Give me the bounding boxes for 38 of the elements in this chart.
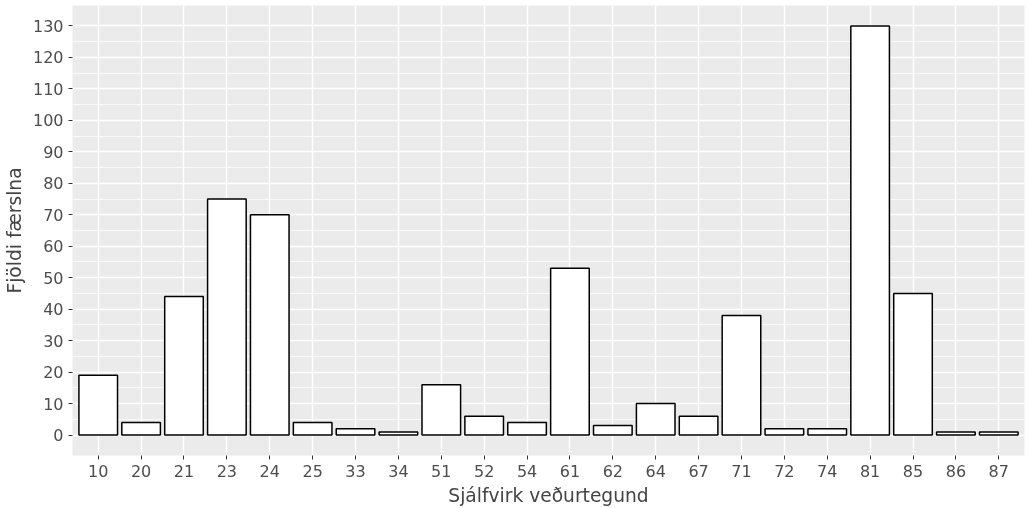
y-tick-label: 30: [43, 331, 64, 351]
x-tick-label: 64: [645, 461, 666, 481]
x-tick-label: 61: [559, 461, 581, 481]
x-tick-label: 86: [945, 461, 967, 481]
y-tick-label: 100: [32, 111, 64, 131]
x-tick-label: 21: [173, 461, 195, 481]
x-tick-label: 67: [688, 461, 709, 481]
y-tick-label: 20: [43, 363, 64, 383]
x-tick-label: 85: [902, 461, 924, 481]
x-tick-label: 52: [474, 461, 495, 481]
y-tick-label: 70: [43, 205, 64, 225]
y-tick-label: 0: [53, 426, 64, 446]
x-tick-label: 87: [988, 461, 1009, 481]
y-tick-label: 80: [43, 174, 64, 194]
x-tick-label: 10: [88, 461, 109, 481]
y-tick-label: 110: [32, 79, 64, 99]
x-tick-label: 33: [345, 461, 366, 481]
x-tick-label: 34: [388, 461, 409, 481]
x-tick-label: 71: [731, 461, 752, 481]
x-tick-label: 62: [602, 461, 623, 481]
x-tick-label: 81: [859, 461, 881, 481]
x-tick-label: 23: [216, 461, 238, 481]
x-tick-label: 20: [130, 461, 152, 481]
y-axis-title: Fjöldi færslna: [3, 167, 25, 294]
x-tick-label: 25: [302, 461, 323, 481]
y-tick-label: 120: [32, 48, 64, 68]
x-tick-label: 24: [259, 461, 280, 481]
y-tick-label: 50: [43, 268, 64, 288]
y-tick-label: 60: [43, 237, 64, 257]
y-tick-label: 130: [32, 16, 64, 36]
y-tick-label: 10: [43, 394, 64, 414]
x-tick-label: 74: [817, 461, 838, 481]
x-axis-title: Sjálfvirk veðurtegund: [448, 484, 649, 506]
x-tick-label: 54: [516, 461, 538, 481]
x-tick-label: 51: [431, 461, 452, 481]
y-tick-label: 90: [43, 142, 64, 162]
y-tick-label: 40: [43, 300, 64, 320]
x-tick-label: 72: [774, 461, 795, 481]
